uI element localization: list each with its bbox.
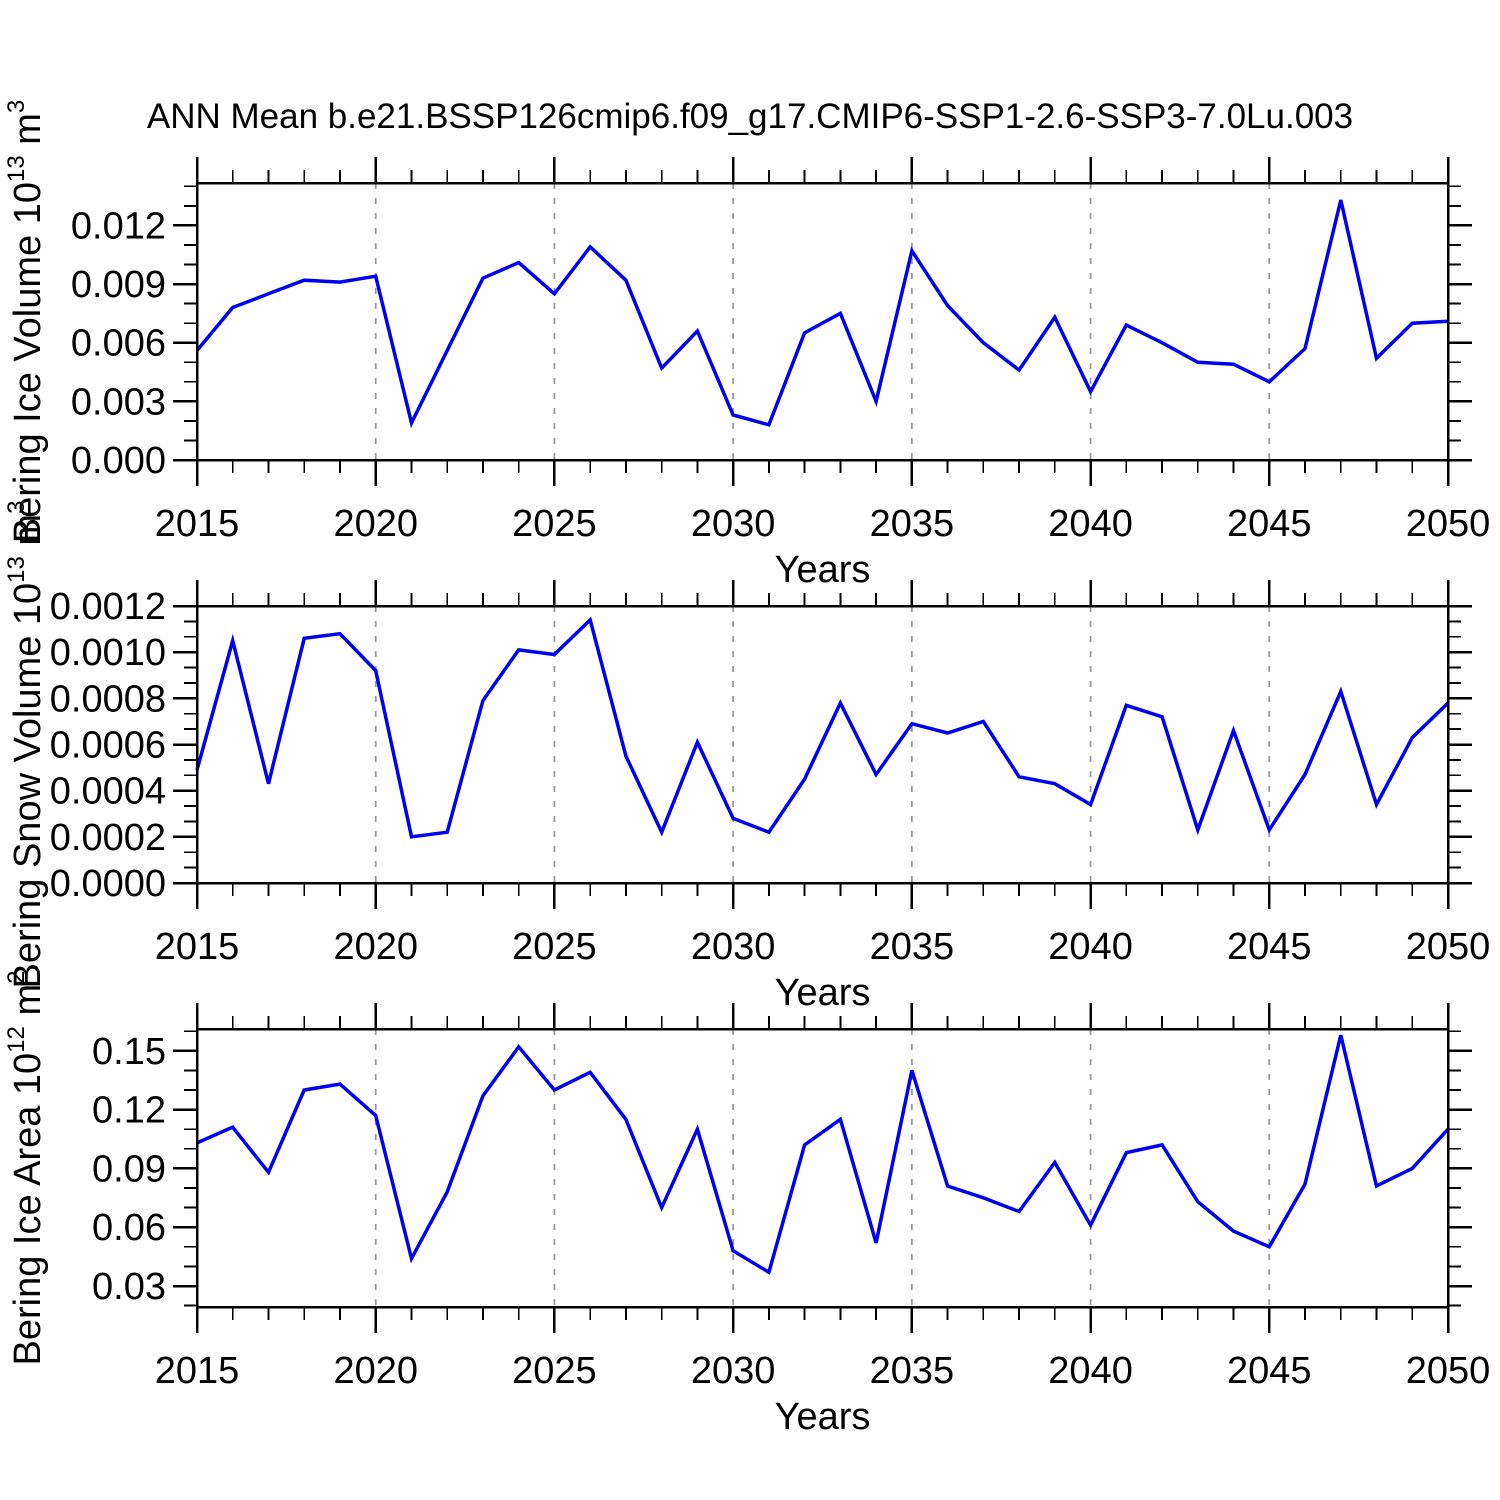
- x-axis-title: Years: [775, 1396, 871, 1438]
- chart-bering-ice-volume: 0.000 0.003 0.006 0.009 0.012 2015 2020 2025 203…: [3, 100, 1490, 591]
- y-axis-title: Bering Ice Volume 1013 m3: [3, 100, 49, 544]
- x-tick-label-2020: 2020: [333, 503, 418, 545]
- x-tick-label-2040: 2040: [1048, 926, 1133, 968]
- x-tick-label-2015: 2015: [155, 503, 240, 545]
- x-tick-label-2015: 2015: [155, 926, 240, 968]
- y-tick-label-0.0006: 0.0006: [50, 725, 166, 767]
- data-line-bering-ice-volume: [195, 199, 1449, 428]
- plot-frame: [195, 181, 1450, 462]
- x-tick-label-2045: 2045: [1227, 926, 1312, 968]
- y-tick-label-0.0012: 0.0012: [50, 586, 166, 628]
- y-axis-title: Bering Snow Volume 1013 m3: [3, 501, 49, 989]
- x-tick-label-2030: 2030: [691, 1350, 776, 1392]
- x-tick-label-2035: 2035: [870, 1350, 955, 1392]
- x-tick-label-2030: 2030: [691, 926, 776, 968]
- x-tick-label-2035: 2035: [870, 503, 955, 545]
- x-tick-label-2030: 2030: [691, 503, 776, 545]
- x-tick-label-2025: 2025: [512, 1350, 597, 1392]
- y-tick-label-0.006: 0.006: [71, 323, 166, 365]
- x-tick-label-2050: 2050: [1406, 503, 1491, 545]
- data-line-bering-ice-area: [196, 1034, 1450, 1275]
- chart-bering-ice-area: 0.03 0.06 0.09 0.12 0.15 2015 2020 2025 2030 2035…: [3, 971, 1490, 1438]
- y-tick-label-0.03: 0.03: [92, 1266, 166, 1308]
- y-tick-label-0.0004: 0.0004: [50, 771, 166, 813]
- x-axis-title: Years: [775, 549, 871, 591]
- y-tick-label-0.0002: 0.0002: [50, 817, 166, 859]
- x-tick-label-2040: 2040: [1048, 1350, 1133, 1392]
- x-tick-label-2040: 2040: [1048, 503, 1133, 545]
- x-tick-label-2025: 2025: [512, 926, 597, 968]
- y-tick-label-0.06: 0.06: [92, 1207, 166, 1249]
- y-tick-label-0.000: 0.000: [71, 440, 166, 482]
- y-tick-label-0.0000: 0.0000: [50, 863, 166, 905]
- x-tick-label-2020: 2020: [333, 926, 418, 968]
- y-tick-label-0.12: 0.12: [92, 1090, 166, 1132]
- x-tick-label-2045: 2045: [1227, 503, 1312, 545]
- y-tick-label-0.0008: 0.0008: [50, 678, 166, 720]
- y-tick-label-0.15: 0.15: [92, 1031, 166, 1073]
- x-tick-label-2015: 2015: [155, 1350, 240, 1392]
- x-tick-label-2020: 2020: [333, 1350, 418, 1392]
- x-axis-title: Years: [775, 972, 871, 1014]
- x-tick-label-2025: 2025: [512, 503, 597, 545]
- x-tick-label-2045: 2045: [1227, 1350, 1312, 1392]
- y-tick-label-0.003: 0.003: [71, 381, 166, 423]
- y-tick-label-0.09: 0.09: [92, 1148, 166, 1190]
- plot-frame: [195, 604, 1450, 885]
- x-tick-label-2035: 2035: [870, 926, 955, 968]
- x-tick-label-2050: 2050: [1406, 926, 1491, 968]
- data-line-bering-snow-volume: [195, 616, 1450, 839]
- y-axis-title: Bering Ice Area 1012 m2: [3, 971, 49, 1366]
- y-tick-label-0.0010: 0.0010: [50, 632, 166, 674]
- plot-frame: [195, 1027, 1450, 1309]
- y-tick-label-0.009: 0.009: [71, 264, 166, 306]
- page-title: ANN Mean b.e21.BSSP126cmip6.f09_g17.CMIP…: [147, 97, 1353, 136]
- y-tick-label-0.012: 0.012: [71, 205, 166, 247]
- x-tick-label-2050: 2050: [1406, 1350, 1491, 1392]
